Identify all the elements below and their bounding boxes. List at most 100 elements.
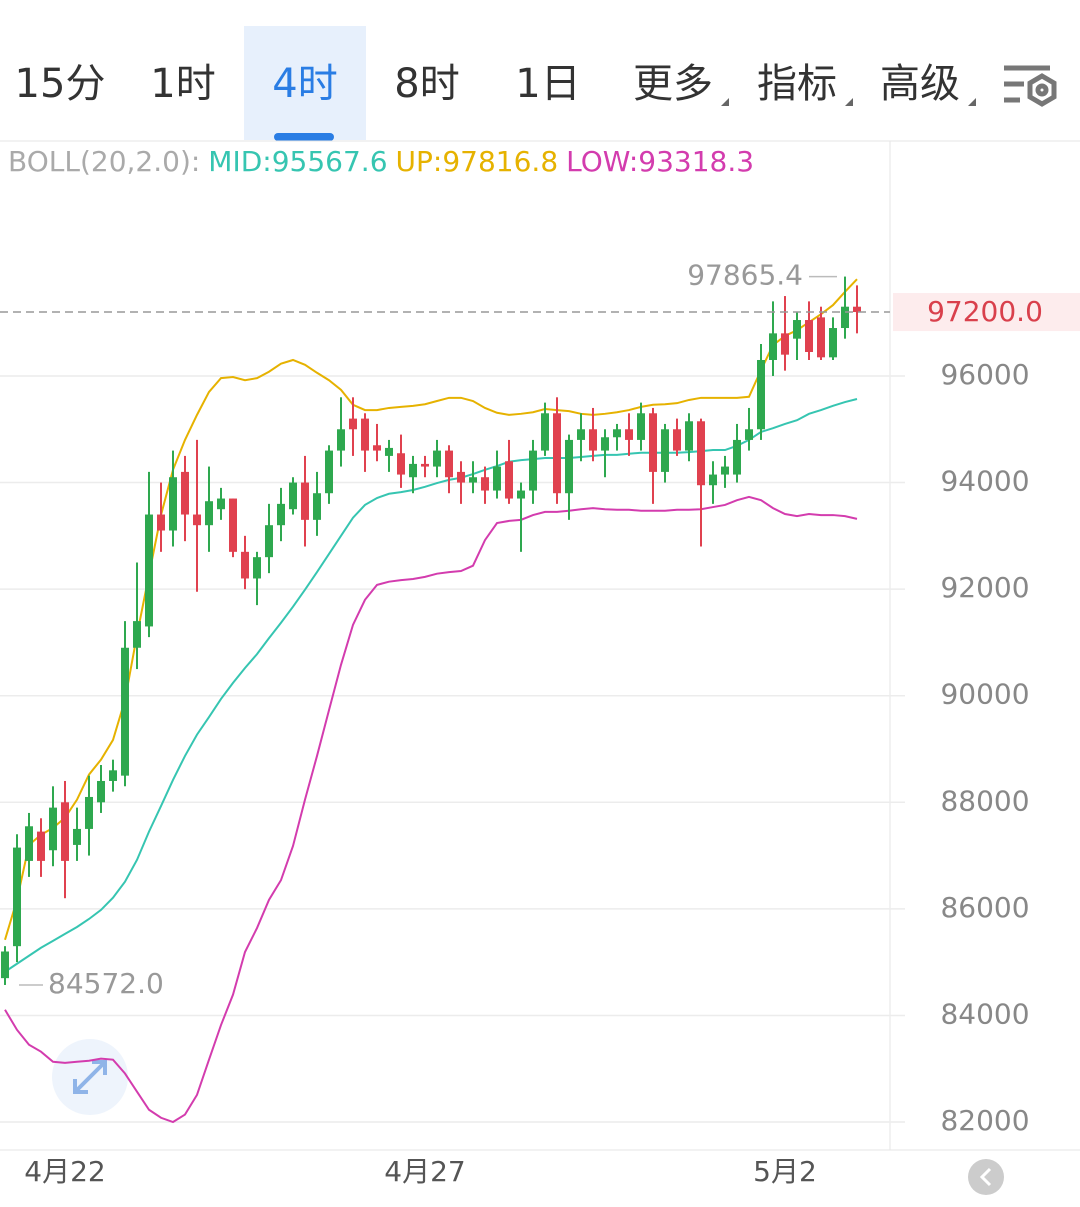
y-tick-label: 90000 bbox=[940, 678, 1029, 711]
candle-body bbox=[157, 514, 165, 531]
candle-body bbox=[805, 320, 813, 352]
candle-body bbox=[253, 557, 261, 579]
candle-body bbox=[109, 770, 117, 781]
candle-body bbox=[793, 320, 801, 339]
candle-body bbox=[337, 429, 345, 451]
tab[interactable]: 8时 bbox=[394, 61, 459, 107]
candle-body bbox=[745, 429, 753, 440]
candle-body bbox=[181, 471, 189, 515]
candle-body bbox=[757, 359, 765, 430]
candle-body bbox=[697, 421, 705, 486]
candle-body bbox=[733, 439, 741, 475]
candle-body bbox=[685, 421, 693, 451]
candle-body bbox=[721, 466, 729, 475]
legend-name: LOW bbox=[566, 145, 630, 178]
y-tick-label: 82000 bbox=[940, 1104, 1029, 1137]
candle-body bbox=[217, 498, 225, 510]
candle-body bbox=[481, 477, 489, 491]
tab[interactable]: 更多 bbox=[633, 61, 713, 107]
last-price-label: 97200.0 bbox=[927, 295, 1043, 328]
x-tick-label: 5月2 bbox=[753, 1155, 817, 1188]
candle-body bbox=[1, 951, 9, 979]
candle-body bbox=[193, 514, 201, 526]
candle-body bbox=[205, 501, 213, 526]
candle-body bbox=[625, 429, 633, 440]
candle-body bbox=[853, 306, 861, 313]
candle-body bbox=[301, 482, 309, 520]
candle-body bbox=[529, 450, 537, 491]
tab[interactable]: 高级 bbox=[880, 61, 960, 107]
candle-body bbox=[385, 447, 393, 456]
candle-body bbox=[541, 413, 549, 451]
boll-line bbox=[4, 495, 858, 1124]
candle-body bbox=[493, 466, 501, 491]
candle-body bbox=[313, 493, 321, 520]
candle-body bbox=[769, 333, 777, 360]
candle-body bbox=[601, 437, 609, 451]
candle-body bbox=[577, 429, 585, 440]
tab[interactable]: 指标 bbox=[757, 61, 837, 107]
candle-body bbox=[553, 413, 561, 494]
candle-body bbox=[673, 429, 681, 451]
candle-body bbox=[61, 802, 69, 861]
tab[interactable]: 1时 bbox=[150, 61, 215, 107]
x-tick-label: 4月22 bbox=[24, 1155, 105, 1188]
candle-body bbox=[169, 477, 177, 531]
tab[interactable]: 4时 bbox=[272, 61, 337, 107]
candle-body bbox=[457, 471, 465, 483]
active-tab-bg bbox=[244, 26, 366, 140]
tab[interactable]: 15分 bbox=[15, 61, 106, 107]
y-tick-label: 92000 bbox=[940, 571, 1029, 604]
candle-body bbox=[49, 807, 57, 851]
candle-body bbox=[265, 525, 273, 558]
candle-body bbox=[241, 551, 249, 579]
indicator-legend: BOLL(20,2.0): MID:95567.6 UP:97816.8 LOW:93… bbox=[8, 145, 754, 178]
reset-button[interactable] bbox=[968, 1159, 1004, 1195]
legend-colon: : bbox=[433, 145, 442, 178]
legend-colon: : bbox=[262, 145, 271, 178]
settings-icon[interactable] bbox=[1004, 65, 1057, 107]
x-tick-label: 4月27 bbox=[384, 1155, 465, 1188]
y-tick-label: 84000 bbox=[940, 997, 1029, 1030]
candle-body bbox=[325, 450, 333, 494]
candle-body bbox=[649, 413, 657, 472]
candle-body bbox=[589, 429, 597, 451]
candle-body bbox=[229, 498, 237, 552]
candle-body bbox=[445, 450, 453, 478]
dropdown-caret bbox=[721, 98, 729, 106]
candle-body bbox=[829, 328, 837, 358]
legend-name: MID bbox=[208, 145, 262, 178]
legend-name: UP bbox=[396, 145, 433, 178]
legend-value: 97816.8 bbox=[442, 145, 558, 178]
tab[interactable]: 1日 bbox=[515, 61, 580, 107]
candle-body bbox=[349, 418, 357, 430]
annotation-label: 97865.4 bbox=[687, 259, 803, 292]
candle-body bbox=[361, 418, 369, 451]
last-price-box bbox=[893, 293, 1080, 332]
candle-body bbox=[817, 317, 825, 358]
candle-body bbox=[97, 780, 105, 803]
reset-icon bbox=[979, 1167, 992, 1187]
candle-body bbox=[121, 647, 129, 776]
legend-colon: : bbox=[629, 145, 638, 178]
candle-body bbox=[85, 796, 93, 829]
candle-body bbox=[613, 429, 621, 438]
candle-body bbox=[505, 461, 513, 499]
candle-body bbox=[25, 826, 33, 861]
expand-icon bbox=[73, 1060, 107, 1094]
candle-body bbox=[637, 413, 645, 440]
y-tick-label: 88000 bbox=[940, 784, 1029, 817]
candle-body bbox=[397, 453, 405, 475]
legend-value: 95567.6 bbox=[272, 145, 388, 178]
indicator-name: BOLL(20,2.0): bbox=[8, 145, 200, 178]
candle-body bbox=[433, 450, 441, 467]
candle-body bbox=[781, 333, 789, 355]
candle-body bbox=[373, 445, 381, 451]
candle-body bbox=[145, 514, 153, 627]
candle-body bbox=[469, 477, 477, 483]
dropdown-caret bbox=[845, 98, 853, 106]
boll-line bbox=[4, 398, 858, 973]
candle-body bbox=[409, 463, 417, 478]
candle-body bbox=[565, 439, 573, 494]
